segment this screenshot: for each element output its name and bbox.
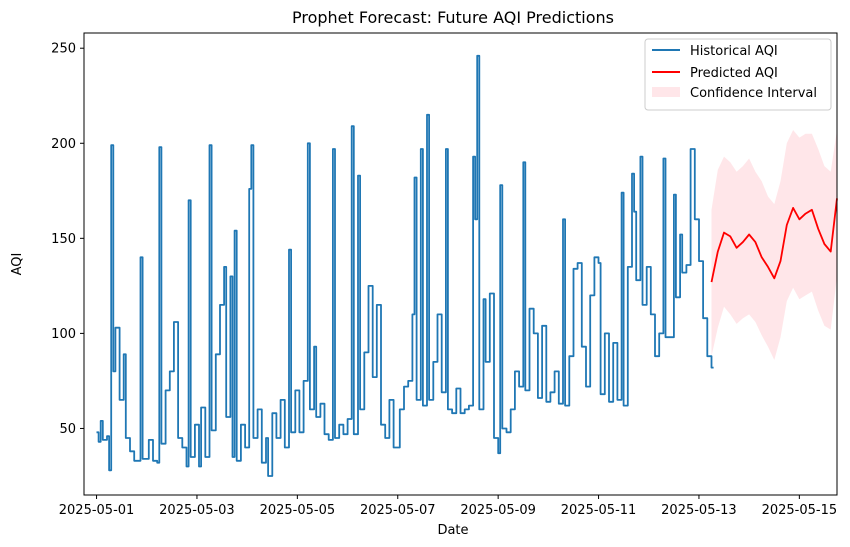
series-line-predicted [710, 198, 838, 283]
y-axis: 50 100 150 200 250 [51, 42, 84, 437]
legend-label-confidence: Confidence Interval [690, 86, 817, 101]
x-tick-label: 2025-05-05 [260, 503, 336, 518]
x-tick-label: 2025-05-11 [561, 503, 637, 518]
y-tick-label: 150 [51, 232, 76, 247]
x-axis-label: Date [437, 523, 468, 538]
series-line-historical [96, 54, 714, 477]
x-tick-label: 2025-05-07 [360, 503, 436, 518]
y-tick-label: 250 [51, 42, 76, 57]
legend-frame [644, 38, 832, 111]
x-tick-label: 2025-05-01 [59, 503, 135, 518]
x-tick-label: 2025-05-03 [159, 503, 235, 518]
y-tick-label: 200 [51, 137, 76, 152]
y-axis-label: AQI [10, 253, 25, 276]
x-tick-label: 2025-05-15 [762, 503, 838, 518]
legend-label-predicted: Predicted AQI [690, 66, 778, 81]
y-tick-label: 50 [59, 422, 76, 437]
x-tick-label: 2025-05-09 [460, 503, 536, 518]
legend-label-historical: Historical AQI [690, 44, 778, 59]
chart-title: Prophet Forecast: Future AQI Predictions [292, 8, 614, 27]
legend-swatch-confidence [652, 87, 680, 97]
x-tick-label: 2025-05-13 [661, 503, 737, 518]
confidence-band [711, 130, 837, 360]
legend: Historical AQI Predicted AQI Confidence … [644, 38, 832, 111]
x-axis: 2025-05-01 2025-05-03 2025-05-05 2025-05-07… [59, 495, 837, 518]
y-tick-label: 100 [51, 327, 76, 342]
plot-frame [83, 32, 838, 496]
